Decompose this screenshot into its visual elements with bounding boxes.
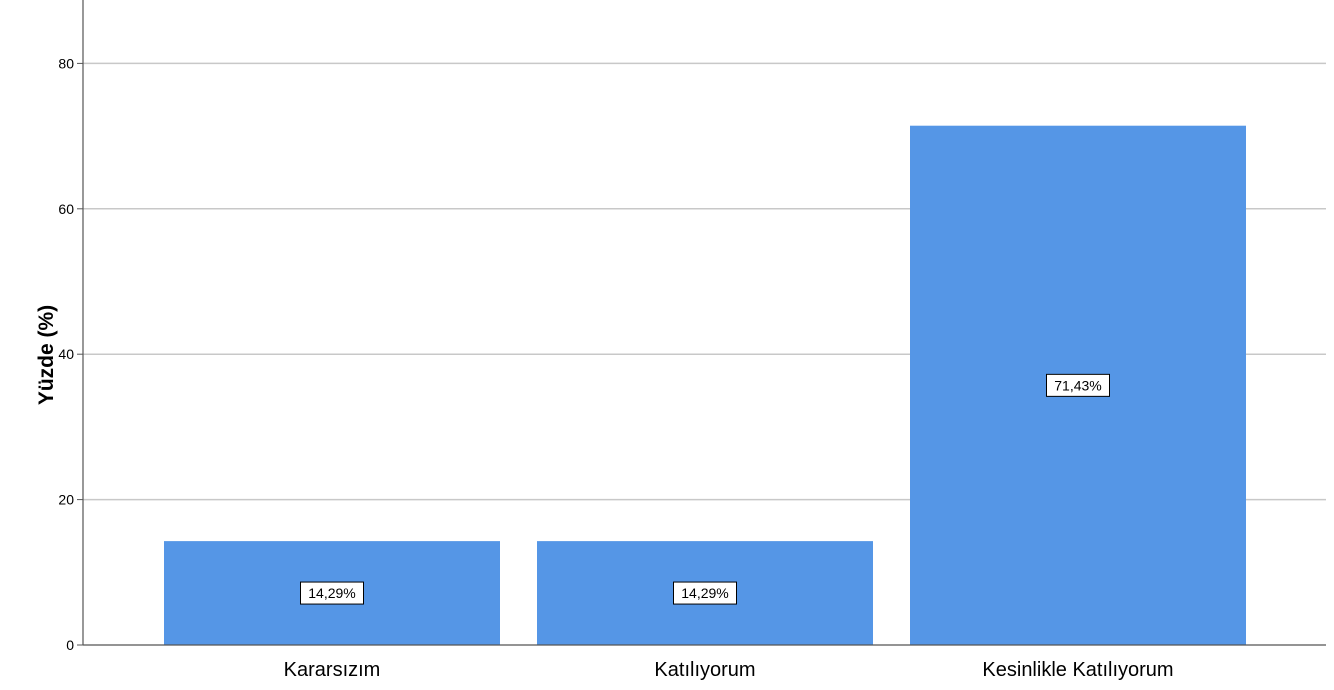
x-category-label: Kesinlikle Katılıyorum [982, 659, 1173, 681]
x-category-label: Kararsızım [284, 659, 381, 681]
y-tick-label: 80 [58, 55, 74, 71]
data-label: 14,29% [681, 585, 728, 601]
axes: 0 20 40 60 80 Kararsızım Katılıyorum Kesinlikle… [58, 0, 1326, 681]
data-label: 71,43% [1054, 377, 1101, 393]
data-labels: 14,29% 14,29% 71,43% [300, 373, 1110, 605]
y-axis-title: Yüzde (%) [35, 305, 58, 405]
data-label: 14,29% [308, 585, 355, 601]
data-label-box [673, 581, 737, 605]
data-label-box [1046, 373, 1110, 397]
y-tick-label: 20 [58, 492, 74, 508]
y-tick-label: 60 [58, 201, 74, 217]
data-label-box [300, 581, 364, 605]
y-tick-label: 0 [66, 637, 74, 653]
x-category-label: Katılıyorum [654, 659, 755, 681]
y-tick-label: 40 [58, 346, 74, 362]
